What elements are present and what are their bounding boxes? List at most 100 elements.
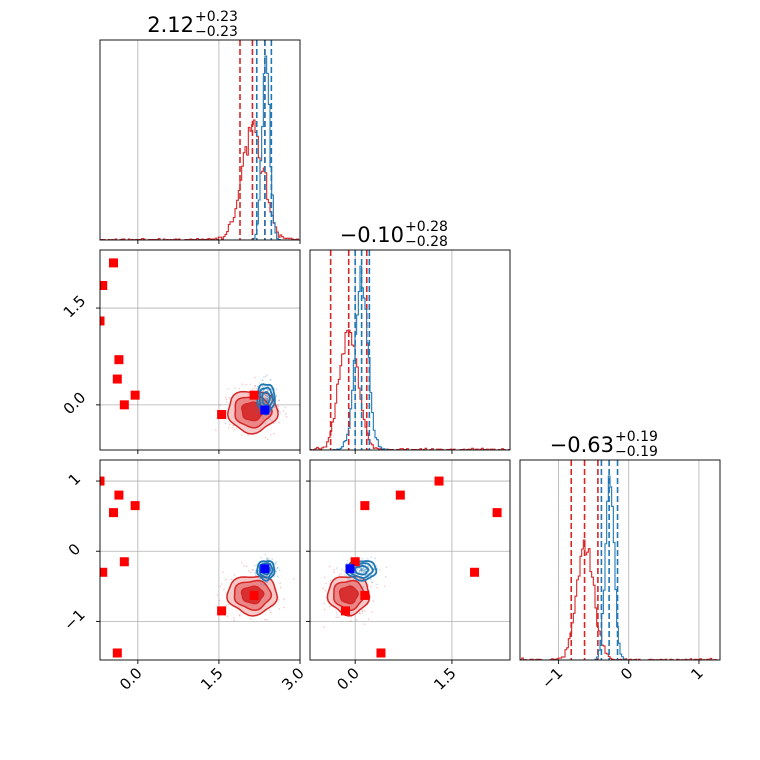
blue-square-marker (345, 564, 355, 574)
sample-point (362, 567, 364, 570)
sample-point (364, 568, 367, 571)
panel-frame (99, 249, 301, 451)
sample-point (346, 578, 349, 581)
plot-area (520, 460, 720, 660)
sample-point (361, 570, 363, 573)
sample-point (266, 394, 269, 397)
sample-point (376, 586, 379, 589)
histogram-series (310, 329, 510, 450)
sample-point (239, 614, 241, 617)
sample-point (266, 399, 268, 402)
sample-point (252, 568, 254, 571)
density-contour (354, 564, 370, 576)
sample-point (261, 385, 264, 387)
red-square-marker (109, 258, 119, 268)
sample-point (360, 569, 363, 572)
panel-frame (309, 249, 511, 451)
sample-point (333, 571, 335, 574)
sample-point (263, 389, 265, 391)
sample-point (266, 557, 269, 559)
sample-point (234, 387, 236, 389)
sample-point (265, 394, 267, 397)
sample-point (264, 422, 267, 424)
histogram-series (100, 119, 300, 240)
sample-point (267, 397, 270, 399)
sample-point (367, 565, 370, 568)
sample-point (363, 568, 366, 571)
red-square-marker (100, 476, 105, 486)
sample-point (265, 581, 267, 584)
sample-point (270, 410, 272, 413)
sample-point (255, 410, 258, 413)
sample-point (264, 618, 266, 621)
sample-point (265, 399, 267, 402)
red-square-marker (217, 606, 227, 616)
sample-point (264, 397, 267, 399)
sample-point (370, 556, 372, 559)
sample-point (338, 574, 341, 576)
sample-point (270, 387, 272, 390)
sample-point (266, 374, 268, 376)
x-tick-label: 0 (617, 664, 636, 683)
title-plus: +0.23 (195, 9, 238, 25)
sample-point (359, 567, 362, 570)
panels-layer (96, 39, 721, 664)
sample-point (365, 569, 367, 571)
sample-point (360, 567, 363, 569)
blue-square-marker (260, 405, 270, 415)
sample-point (343, 574, 346, 576)
sample-point (266, 558, 269, 561)
sample-point (323, 626, 325, 628)
sample-point (269, 609, 271, 611)
sample-point (225, 396, 227, 399)
sample-point (266, 398, 269, 400)
sample-point (261, 415, 264, 418)
red-square-marker (434, 476, 444, 486)
sample-point (223, 588, 225, 591)
plot-area (100, 476, 295, 658)
sample-point (359, 569, 361, 572)
blue-square-marker (260, 564, 270, 574)
density-contour (258, 562, 274, 579)
histogram-series (310, 265, 510, 450)
x-tick-label: 3.0 (278, 664, 308, 694)
sample-point (267, 385, 269, 388)
red-square-marker (217, 410, 227, 420)
panel-frame (519, 459, 721, 661)
sample-point (241, 383, 244, 385)
sample-point (364, 563, 367, 566)
sample-point (222, 571, 224, 573)
red-square-marker (112, 648, 122, 658)
sample-point (365, 574, 367, 576)
sample-point (249, 618, 252, 620)
sample-point (363, 571, 366, 574)
plot-area (100, 40, 300, 240)
sample-point (361, 558, 364, 560)
panel-0-0 (99, 39, 301, 244)
sample-point (247, 434, 249, 437)
sample-point (278, 399, 281, 402)
red-square-marker (360, 590, 370, 600)
sample-point (265, 558, 268, 561)
sample-point (360, 567, 363, 569)
sample-point (358, 571, 361, 573)
sample-point (279, 586, 282, 589)
x-tick-label: 0.0 (116, 664, 146, 694)
x-tick-label: 1.5 (430, 664, 460, 694)
red-square-marker (112, 374, 122, 384)
sample-point (361, 568, 363, 571)
sample-point (363, 569, 366, 571)
sample-point (325, 582, 327, 585)
sample-point (346, 576, 349, 579)
sample-point (278, 410, 280, 413)
title-plus: +0.28 (405, 219, 448, 235)
sample-point (225, 401, 228, 403)
sample-point (225, 578, 227, 581)
sample-point (283, 598, 285, 601)
sample-point (279, 582, 281, 585)
red-square-marker (114, 490, 124, 500)
sample-point (265, 575, 268, 577)
sample-point (362, 569, 365, 572)
sample-point (277, 409, 280, 412)
sample-point (275, 388, 278, 390)
